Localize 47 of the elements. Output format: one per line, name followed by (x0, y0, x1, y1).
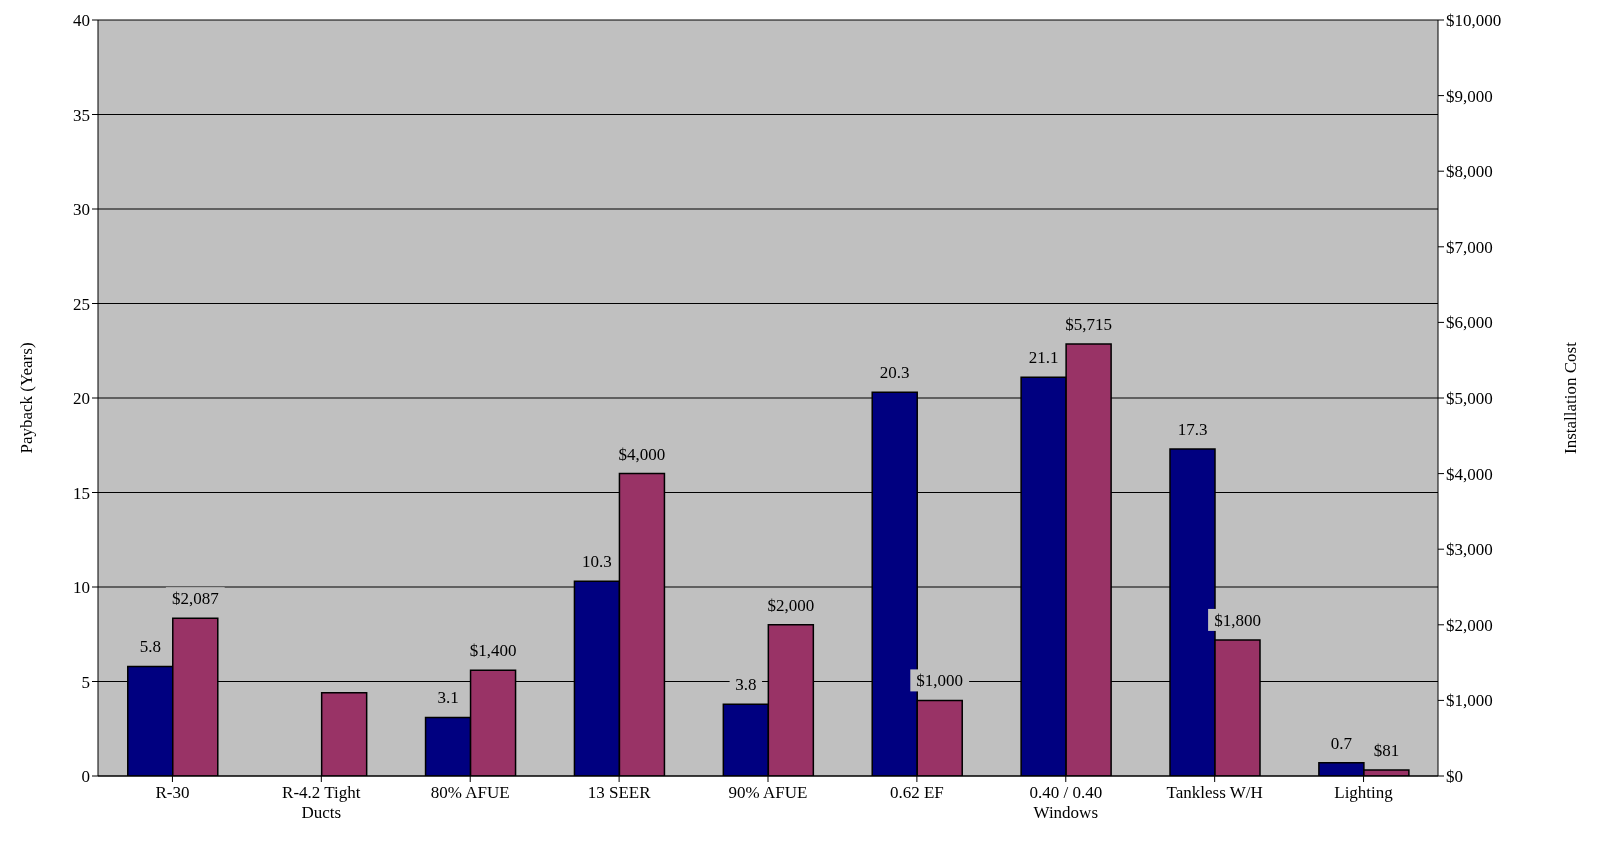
data-label: $1,400 (469, 641, 517, 661)
data-label: 10.3 (582, 552, 612, 572)
y-tick-label: 35 (73, 105, 90, 125)
y2-tick-label: $4,000 (1446, 464, 1493, 484)
y2-tick-label: $2,000 (1446, 615, 1493, 635)
x-tick-label: 80% AFUE (430, 783, 510, 802)
x-tick-label: R-4.2 Tight Ducts (282, 783, 361, 822)
data-label: $81 (1373, 740, 1400, 760)
y-tick-label: 30 (73, 200, 90, 220)
data-label: $5,715 (1065, 314, 1112, 334)
data-label: 5.8 (139, 637, 161, 657)
y2-tick-label: $10,000 (1446, 11, 1502, 31)
y-tick-label: 0 (81, 767, 90, 787)
y-axis-title: Payback (Years) (17, 342, 37, 454)
x-tick-label: 90% AFUE (728, 783, 808, 802)
y-tick-label: 40 (73, 11, 90, 31)
data-label: 0.7 (1330, 733, 1353, 753)
x-tick-label: 13 SEER (587, 783, 652, 802)
y2-tick-label: $6,000 (1446, 313, 1493, 333)
y-tick-label: 25 (73, 294, 90, 314)
data-label: 17.3 (1177, 420, 1208, 440)
data-label: 20.3 (879, 363, 910, 383)
y2-tick-label: $8,000 (1446, 162, 1493, 182)
data-label: $1,000 (916, 671, 964, 691)
y-tick-label: 10 (73, 578, 90, 598)
x-tick-label: Tankless W/H (1166, 783, 1263, 802)
data-label: 21.1 (1028, 348, 1059, 368)
data-label: $2,000 (767, 595, 815, 615)
x-tick-label: 0.40 / 0.40 Windows (1029, 783, 1103, 822)
x-tick-label: Lighting (1334, 783, 1394, 802)
data-label: $2,087 (171, 589, 220, 609)
data-label: 3.1 (437, 688, 459, 708)
y2-tick-label: $5,000 (1446, 389, 1493, 409)
data-label: 3.8 (735, 675, 757, 695)
y-tick-label: 20 (73, 389, 90, 409)
y-tick-label: 15 (73, 483, 90, 503)
data-label: $1,800 (1214, 610, 1261, 630)
y2-tick-label: $1,000 (1446, 691, 1493, 711)
y2-tick-label: $3,000 (1446, 540, 1493, 560)
x-tick-label: 0.62 EF (889, 783, 944, 802)
x-tick-label: R-30 (155, 783, 190, 802)
data-label: $4,000 (618, 444, 666, 464)
y2-tick-label: $7,000 (1446, 237, 1493, 257)
y2-tick-label: $0 (1446, 767, 1463, 787)
y-tick-label: 5 (81, 672, 90, 692)
y2-axis-title: Installation Cost (1561, 341, 1581, 454)
y2-tick-label: $9,000 (1446, 86, 1493, 106)
